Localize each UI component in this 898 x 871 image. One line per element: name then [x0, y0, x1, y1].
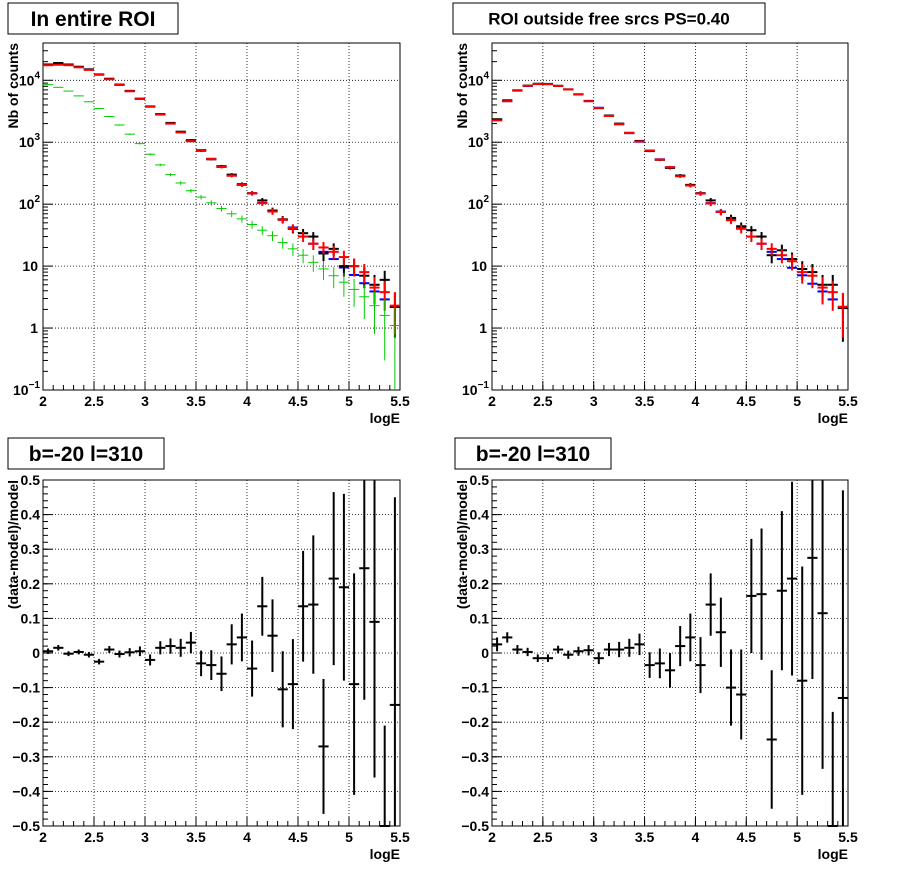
y-tick-label: 0.5 — [21, 472, 41, 488]
y-tick-label: −0.4 — [12, 783, 40, 799]
y-tick-label: 0 — [481, 645, 489, 661]
x-axis-label: logE — [370, 410, 400, 426]
y-tick-label: −0.5 — [12, 818, 40, 834]
y-tick-label: 10 — [22, 258, 38, 274]
y-tick-label: 10−1 — [462, 380, 489, 398]
x-tick-label: 4.5 — [737, 393, 757, 409]
x-tick-label: 3.5 — [635, 829, 655, 845]
y-tick-label: −0.1 — [12, 680, 40, 696]
chart-title: b=-20 l=310 — [29, 443, 143, 466]
x-tick-label: 2.5 — [84, 829, 104, 845]
series-3 — [492, 83, 848, 338]
y-tick-label: 104 — [468, 70, 490, 88]
y-tick-label: −0.2 — [461, 714, 489, 730]
x-tick-label: 5 — [793, 829, 801, 845]
x-tick-label: 3.5 — [635, 393, 655, 409]
chart-title: b=-20 l=310 — [476, 443, 590, 466]
x-tick-label: 5 — [345, 829, 353, 845]
title-box — [7, 437, 165, 470]
title-box — [7, 2, 179, 35]
y-axis-label: Nb of counts — [454, 43, 470, 129]
y-axis-label: Nb of counts — [5, 43, 21, 129]
x-axis-label: logE — [818, 846, 848, 862]
x-tick-label: 3.5 — [186, 829, 206, 845]
y-tick-label: 10 — [471, 258, 487, 274]
y-tick-label: 0 — [32, 645, 40, 661]
y-axis-label: (data-model)/model — [454, 480, 470, 609]
x-tick-label: 3 — [141, 393, 149, 409]
panel-4: 2 2.5 3 3.5 4 4.5 5 5.5 −0.5 −0.4 −0.3 −0.2 −0.1 0 0.1… — [454, 437, 858, 862]
y-tick-label: 0.5 — [470, 472, 490, 488]
panel-2: 2 2.5 3 3.5 4 4.5 5 5.5 10−1 1 10 102 103 104 logE Nb o… — [452, 2, 858, 426]
series-1 — [492, 480, 848, 827]
y-tick-label: −0.5 — [461, 818, 489, 834]
y-tick-label: −0.3 — [12, 749, 40, 765]
x-tick-label: 5.5 — [390, 829, 410, 845]
y-tick-label: 1 — [479, 320, 487, 336]
x-tick-label: 2 — [39, 829, 47, 845]
y-tick-label: 0.4 — [470, 507, 490, 523]
x-tick-label: 5.5 — [838, 393, 858, 409]
x-tick-label: 2 — [488, 829, 496, 845]
x-axis-label: logE — [370, 846, 400, 862]
y-tick-label: 102 — [468, 194, 490, 212]
panel-1: 2 2.5 3 3.5 4 4.5 5 5.5 10−1 1 10 102 103 104 logE Nb o… — [5, 2, 410, 426]
x-tick-label: 3.5 — [186, 393, 206, 409]
y-tick-label: −0.1 — [461, 680, 489, 696]
y-tick-label: 103 — [468, 132, 490, 150]
x-tick-label: 2.5 — [533, 829, 553, 845]
x-tick-label: 2 — [488, 393, 496, 409]
y-tick-label: 102 — [19, 194, 41, 212]
x-axis-label: logE — [818, 410, 848, 426]
y-tick-label: 10−1 — [13, 380, 40, 398]
y-tick-label: −0.2 — [12, 714, 40, 730]
series-4 — [43, 84, 400, 390]
plot-frame — [491, 42, 849, 391]
title-box — [452, 2, 766, 35]
chart-title: In entire ROI — [31, 8, 156, 31]
x-tick-label: 3 — [141, 829, 149, 845]
series-3 — [43, 63, 400, 335]
plot-frame — [42, 42, 401, 391]
y-tick-label: −0.3 — [461, 749, 489, 765]
y-tick-label: 0.1 — [21, 610, 41, 626]
x-tick-label: 5.5 — [390, 393, 410, 409]
x-tick-label: 4.5 — [737, 829, 757, 845]
x-tick-label: 4 — [692, 829, 700, 845]
y-tick-label: 104 — [19, 70, 41, 88]
x-tick-label: 5 — [345, 393, 353, 409]
title-box — [454, 437, 612, 470]
x-tick-label: 2.5 — [84, 393, 104, 409]
y-tick-label: 0.2 — [21, 576, 41, 592]
y-tick-label: −0.4 — [461, 783, 489, 799]
x-tick-label: 2.5 — [533, 393, 553, 409]
y-tick-label: 0.4 — [21, 507, 41, 523]
x-tick-label: 4.5 — [288, 393, 308, 409]
y-tick-label: 0.3 — [21, 541, 41, 557]
series-1 — [43, 480, 400, 827]
x-tick-label: 4 — [692, 393, 700, 409]
x-tick-label: 5 — [793, 393, 801, 409]
x-tick-label: 3 — [590, 829, 598, 845]
chart-title: ROI outside free srcs PS=0.40 — [488, 10, 729, 29]
y-tick-label: 0.3 — [470, 541, 490, 557]
x-tick-label: 4 — [243, 393, 251, 409]
panel-3: 2 2.5 3 3.5 4 4.5 5 5.5 −0.5 −0.4 −0.3 −0.2 −0.1 0 0.1… — [5, 437, 410, 862]
x-tick-label: 2 — [39, 393, 47, 409]
y-tick-label: 0.1 — [470, 610, 490, 626]
y-tick-label: 1 — [30, 320, 38, 336]
x-tick-label: 5.5 — [838, 829, 858, 845]
y-tick-label: 0.2 — [470, 576, 490, 592]
x-tick-label: 4 — [243, 829, 251, 845]
x-tick-label: 3 — [590, 393, 598, 409]
y-axis-label: (data-model)/model — [5, 480, 21, 609]
x-tick-label: 4.5 — [288, 829, 308, 845]
y-tick-label: 103 — [19, 132, 41, 150]
